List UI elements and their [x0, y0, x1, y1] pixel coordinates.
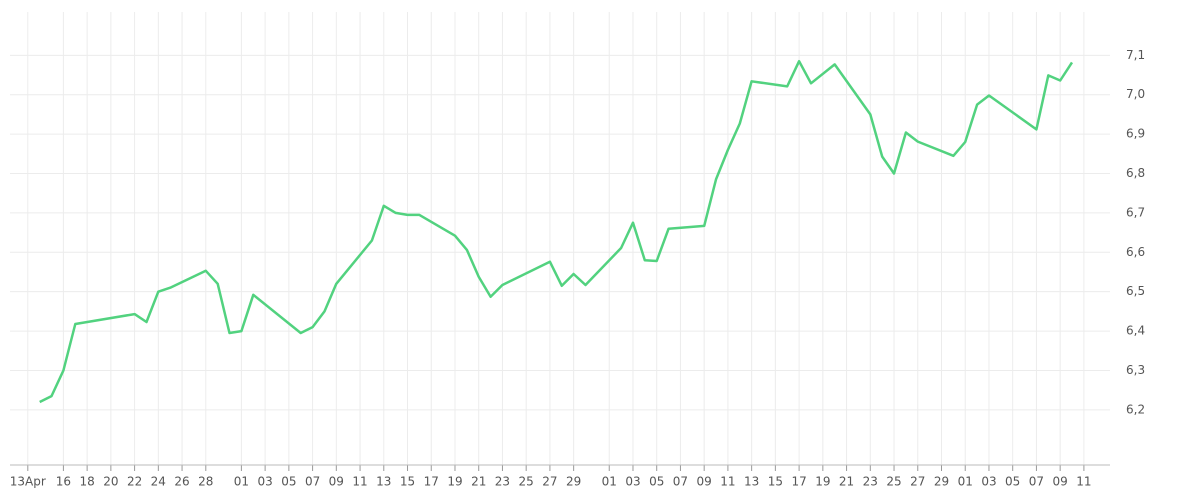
x-tick-label: 13Apr [10, 475, 46, 489]
x-tick-label: 29 [934, 475, 949, 489]
x-tick-label: 15 [400, 475, 415, 489]
y-tick-label: 6,9 [1126, 127, 1145, 141]
x-tick-label: 21 [839, 475, 854, 489]
x-tick-label: 26 [174, 475, 189, 489]
y-tick-label: 6,3 [1126, 363, 1145, 377]
y-tick-label: 6,4 [1126, 324, 1145, 338]
x-tick-label: 01 [958, 475, 973, 489]
x-tick-label: 25 [886, 475, 901, 489]
x-tick-label: 13 [744, 475, 759, 489]
x-tick-label: 23 [495, 475, 510, 489]
x-tick-label: 24 [151, 475, 166, 489]
x-tick-label: 17 [424, 475, 439, 489]
x-tick-label: 15 [768, 475, 783, 489]
x-tick-label: 05 [1005, 475, 1020, 489]
y-tick-label: 6,2 [1126, 402, 1145, 416]
y-tick-label: 6,6 [1126, 245, 1145, 259]
x-tick-label: 20 [103, 475, 118, 489]
x-tick-label: 07 [305, 475, 320, 489]
x-tick-label: 09 [1053, 475, 1068, 489]
x-tick-label: 22 [127, 475, 142, 489]
data-line [39, 59, 1074, 404]
x-tick-label: 29 [566, 475, 581, 489]
x-tick-label: 19 [815, 475, 830, 489]
x-tick-label: 13 [376, 475, 391, 489]
y-tick-label: 6,5 [1126, 284, 1145, 298]
x-tick-label: 03 [625, 475, 640, 489]
y-tick-label: 6,8 [1126, 166, 1145, 180]
x-tick-label: 18 [79, 475, 94, 489]
y-tick-label: 6,7 [1126, 205, 1145, 219]
x-tick-label: 27 [910, 475, 925, 489]
x-tick-label: 03 [257, 475, 272, 489]
x-tick-label: 11 [1076, 475, 1091, 489]
x-tick-label: 17 [791, 475, 806, 489]
y-tick-label: 7,0 [1126, 87, 1145, 101]
x-tick-label: 01 [602, 475, 617, 489]
x-tick-label: 19 [447, 475, 462, 489]
x-tick-label: 01 [234, 475, 249, 489]
x-tick-label: 21 [471, 475, 486, 489]
y-tick-label: 7,1 [1126, 48, 1145, 62]
x-tick-label: 25 [519, 475, 534, 489]
x-tick-label: 07 [673, 475, 688, 489]
x-tick-label: 09 [329, 475, 344, 489]
x-tick-label: 03 [981, 475, 996, 489]
x-tick-label: 09 [697, 475, 712, 489]
x-tick-label: 11 [720, 475, 735, 489]
x-tick-label: 16 [56, 475, 71, 489]
x-tick-label: 27 [542, 475, 557, 489]
x-tick-label: 11 [352, 475, 367, 489]
x-tick-label: 07 [1029, 475, 1044, 489]
x-tick-label: 23 [863, 475, 878, 489]
x-tick-label: 05 [281, 475, 296, 489]
x-tick-label: 05 [649, 475, 664, 489]
x-tick-label: 28 [198, 475, 213, 489]
